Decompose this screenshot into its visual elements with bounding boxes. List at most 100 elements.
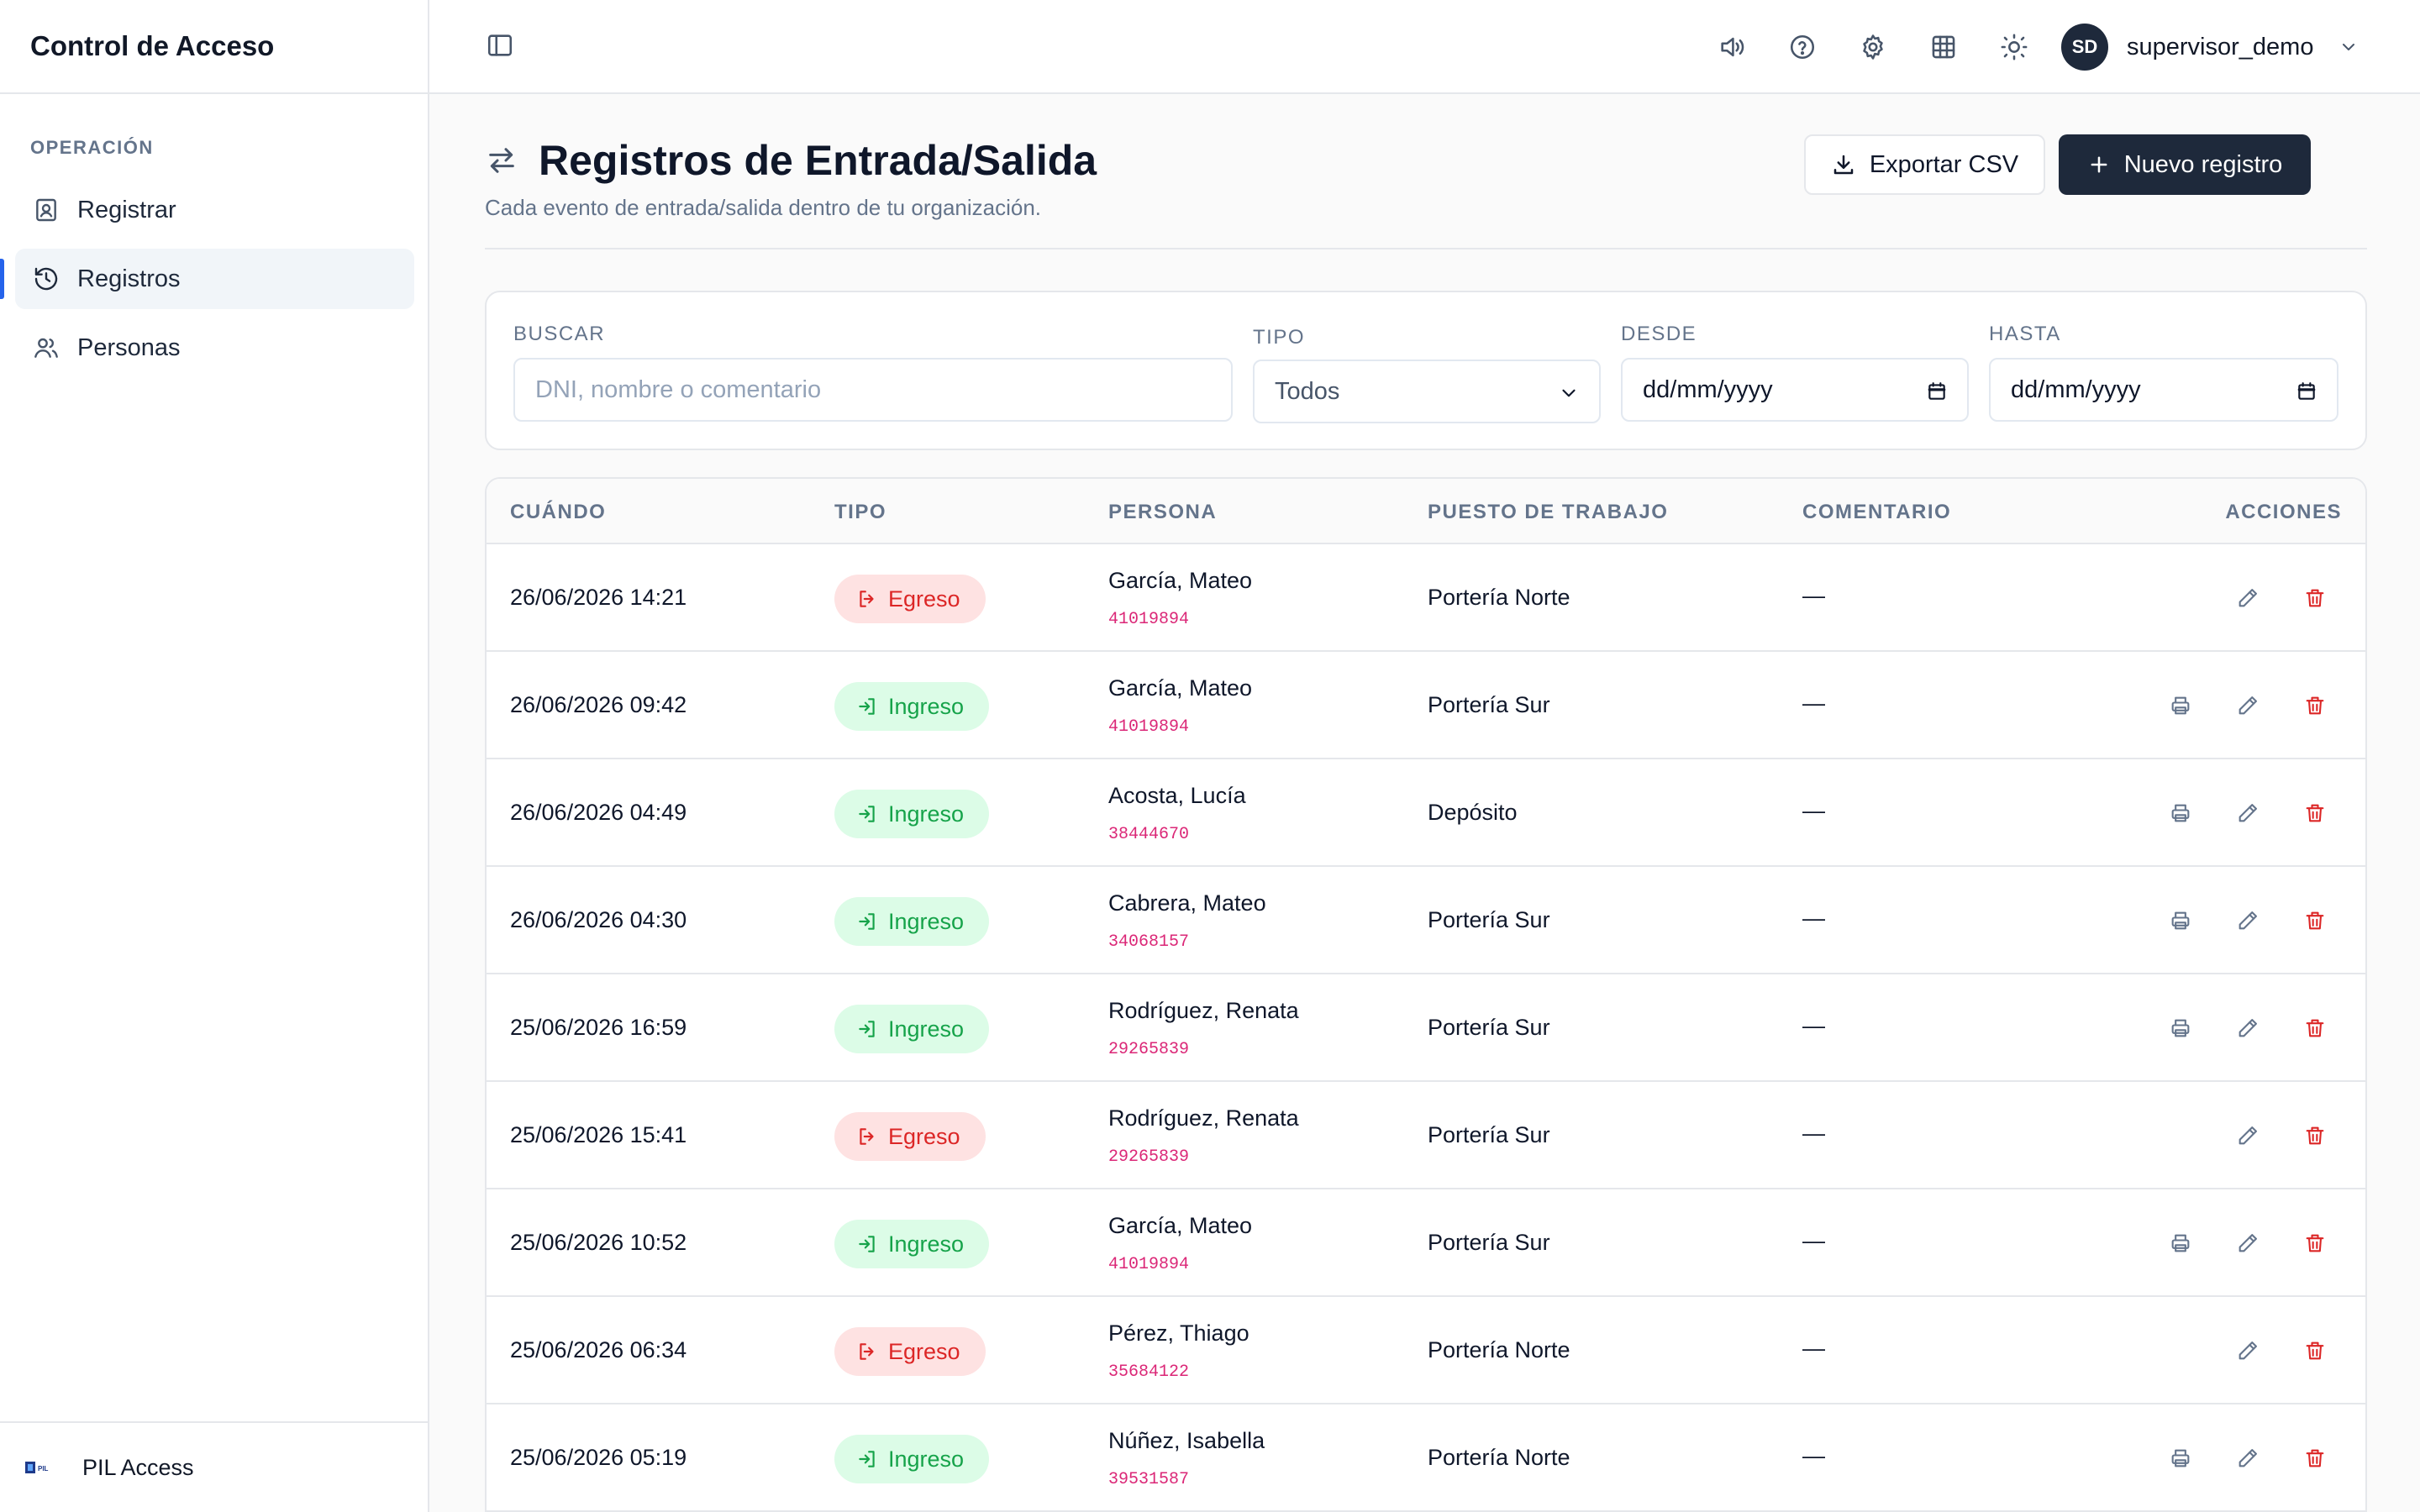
settings-icon[interactable] bbox=[1856, 30, 1890, 64]
sidebar-item-personas[interactable]: Personas bbox=[15, 318, 414, 378]
edit-icon[interactable] bbox=[2234, 907, 2261, 934]
main-content: Registros de Entrada/Salida Cada evento … bbox=[429, 94, 2420, 1512]
type-badge-label: Ingreso bbox=[888, 908, 965, 934]
export-csv-button[interactable]: Exportar CSV bbox=[1804, 134, 2045, 195]
chevron-down-icon bbox=[2338, 37, 2359, 57]
type-label: TIPO bbox=[1253, 326, 1306, 349]
history-icon bbox=[32, 265, 60, 293]
workplace: Portería Sur bbox=[1428, 907, 1550, 932]
avatar: SD bbox=[2061, 24, 2108, 71]
table-row[interactable]: 25/06/2026 06:34 Egreso Pérez, Thiago 35684… bbox=[487, 1297, 2365, 1404]
row-when: 25/06/2026 05:19 bbox=[510, 1445, 687, 1470]
sidebar-nav: Registrar Registros Personas bbox=[0, 180, 414, 386]
sidebar-item-label: Registros bbox=[77, 265, 181, 292]
page-title: Registros de Entrada/Salida bbox=[539, 137, 1097, 184]
table-row[interactable]: 25/06/2026 15:41 Egreso Rodríguez, Renata 2… bbox=[487, 1082, 2365, 1189]
to-date-input[interactable]: dd/mm/yyyy bbox=[1989, 358, 2338, 422]
swap-arrows-icon bbox=[485, 144, 518, 177]
delete-icon[interactable] bbox=[2302, 1230, 2328, 1257]
svg-text:PIL: PIL bbox=[38, 1465, 49, 1473]
delete-icon[interactable] bbox=[2302, 1015, 2328, 1042]
table-row[interactable]: 26/06/2026 04:30 Ingreso Cabrera, Mateo 340… bbox=[487, 867, 2365, 974]
topbar: SD supervisor_demo bbox=[429, 0, 2420, 94]
print-icon[interactable] bbox=[2167, 907, 2194, 934]
type-badge-label: Ingreso bbox=[888, 1231, 965, 1257]
edit-icon[interactable] bbox=[2234, 1337, 2261, 1364]
workplace: Portería Sur bbox=[1428, 1230, 1550, 1255]
sidebar-toggle-button[interactable] bbox=[483, 30, 517, 64]
enter-icon bbox=[856, 1018, 878, 1040]
page-subtitle: Cada evento de entrada/salida dentro de … bbox=[485, 195, 1042, 220]
edit-icon[interactable] bbox=[2234, 585, 2261, 612]
sidebar-item-registrar[interactable]: Registrar bbox=[15, 180, 414, 240]
delete-icon[interactable] bbox=[2302, 585, 2328, 612]
print-icon[interactable] bbox=[2167, 1445, 2194, 1472]
workplace: Portería Sur bbox=[1428, 1122, 1550, 1147]
user-menu[interactable]: SD supervisor_demo bbox=[2061, 22, 2359, 72]
table-row[interactable]: 25/06/2026 05:19 Ingreso Núñez, Isabella 39… bbox=[487, 1404, 2365, 1512]
person-name: Cabrera, Mateo bbox=[1108, 890, 1266, 916]
person-dni: 38444670 bbox=[1108, 825, 1190, 844]
print-icon[interactable] bbox=[2167, 1015, 2194, 1042]
delete-icon[interactable] bbox=[2302, 1337, 2328, 1364]
sidebar-item-label: Registrar bbox=[77, 196, 176, 223]
exit-icon bbox=[856, 1126, 878, 1147]
row-when: 25/06/2026 10:52 bbox=[510, 1230, 687, 1255]
type-badge: Ingreso bbox=[834, 1435, 990, 1483]
table-row[interactable]: 26/06/2026 14:21 Egreso García, Mateo 41019… bbox=[487, 544, 2365, 652]
print-icon[interactable] bbox=[2167, 800, 2194, 827]
edit-icon[interactable] bbox=[2234, 1015, 2261, 1042]
workplace: Portería Norte bbox=[1428, 1337, 1570, 1362]
type-select[interactable]: Todos bbox=[1253, 360, 1601, 423]
search-input[interactable] bbox=[513, 358, 1233, 422]
to-date-value: dd/mm/yyyy bbox=[2011, 375, 2141, 403]
org-logo: PIL bbox=[25, 1457, 57, 1478]
from-date-label: DESDE bbox=[1621, 323, 1697, 345]
person-name: Rodríguez, Renata bbox=[1108, 998, 1299, 1023]
speaker-icon[interactable] bbox=[1715, 30, 1749, 64]
edit-icon[interactable] bbox=[2234, 1230, 2261, 1257]
theme-sun-icon[interactable] bbox=[1997, 30, 2031, 64]
sidebar-item-registros[interactable]: Registros bbox=[0, 249, 414, 309]
print-icon[interactable] bbox=[2167, 1230, 2194, 1257]
delete-icon[interactable] bbox=[2302, 800, 2328, 827]
person-dni: 41019894 bbox=[1108, 610, 1190, 629]
edit-icon[interactable] bbox=[2234, 1445, 2261, 1472]
type-badge: Egreso bbox=[834, 1327, 986, 1376]
delete-icon[interactable] bbox=[2302, 907, 2328, 934]
column-header-comment: COMENTARIO bbox=[1802, 501, 1952, 523]
edit-icon[interactable] bbox=[2234, 1122, 2261, 1149]
workplace: Portería Sur bbox=[1428, 1015, 1550, 1040]
table-row[interactable]: 25/06/2026 16:59 Ingreso Rodríguez, Renata… bbox=[487, 974, 2365, 1082]
help-icon[interactable] bbox=[1786, 30, 1819, 64]
table-row[interactable]: 25/06/2026 10:52 Ingreso García, Mateo 4101… bbox=[487, 1189, 2365, 1297]
column-header-when: CUÁNDO bbox=[510, 501, 607, 523]
table-row[interactable]: 26/06/2026 09:42 Ingreso García, Mateo 4101… bbox=[487, 652, 2365, 759]
type-badge: Ingreso bbox=[834, 1005, 990, 1053]
calendar-icon[interactable] bbox=[1925, 380, 1949, 403]
print-icon[interactable] bbox=[2167, 692, 2194, 719]
person-dni: 29265839 bbox=[1108, 1040, 1190, 1059]
delete-icon[interactable] bbox=[2302, 1445, 2328, 1472]
edit-icon[interactable] bbox=[2234, 692, 2261, 719]
edit-icon[interactable] bbox=[2234, 800, 2261, 827]
grid-icon[interactable] bbox=[1927, 30, 1960, 64]
delete-icon[interactable] bbox=[2302, 692, 2328, 719]
type-badge-label: Ingreso bbox=[888, 693, 965, 719]
comment: — bbox=[1802, 906, 1825, 931]
enter-icon bbox=[856, 1233, 878, 1255]
from-date-input[interactable]: dd/mm/yyyy bbox=[1621, 358, 1969, 422]
workplace: Portería Sur bbox=[1428, 692, 1550, 717]
table-row[interactable]: 26/06/2026 04:49 Ingreso Acosta, Lucía 3844… bbox=[487, 759, 2365, 867]
new-record-button[interactable]: Nuevo registro bbox=[2059, 134, 2311, 195]
type-badge: Ingreso bbox=[834, 790, 990, 838]
type-badge-label: Egreso bbox=[888, 1338, 960, 1364]
comment: — bbox=[1802, 1228, 1825, 1253]
row-when: 26/06/2026 04:49 bbox=[510, 800, 687, 825]
column-header-actions: ACCIONES bbox=[2225, 501, 2342, 523]
sidebar-section-label: OPERACIÓN bbox=[30, 137, 154, 158]
org-switcher[interactable]: PIL PIL Access bbox=[0, 1421, 428, 1512]
delete-icon[interactable] bbox=[2302, 1122, 2328, 1149]
enter-icon bbox=[856, 803, 878, 825]
calendar-icon[interactable] bbox=[2295, 380, 2318, 403]
